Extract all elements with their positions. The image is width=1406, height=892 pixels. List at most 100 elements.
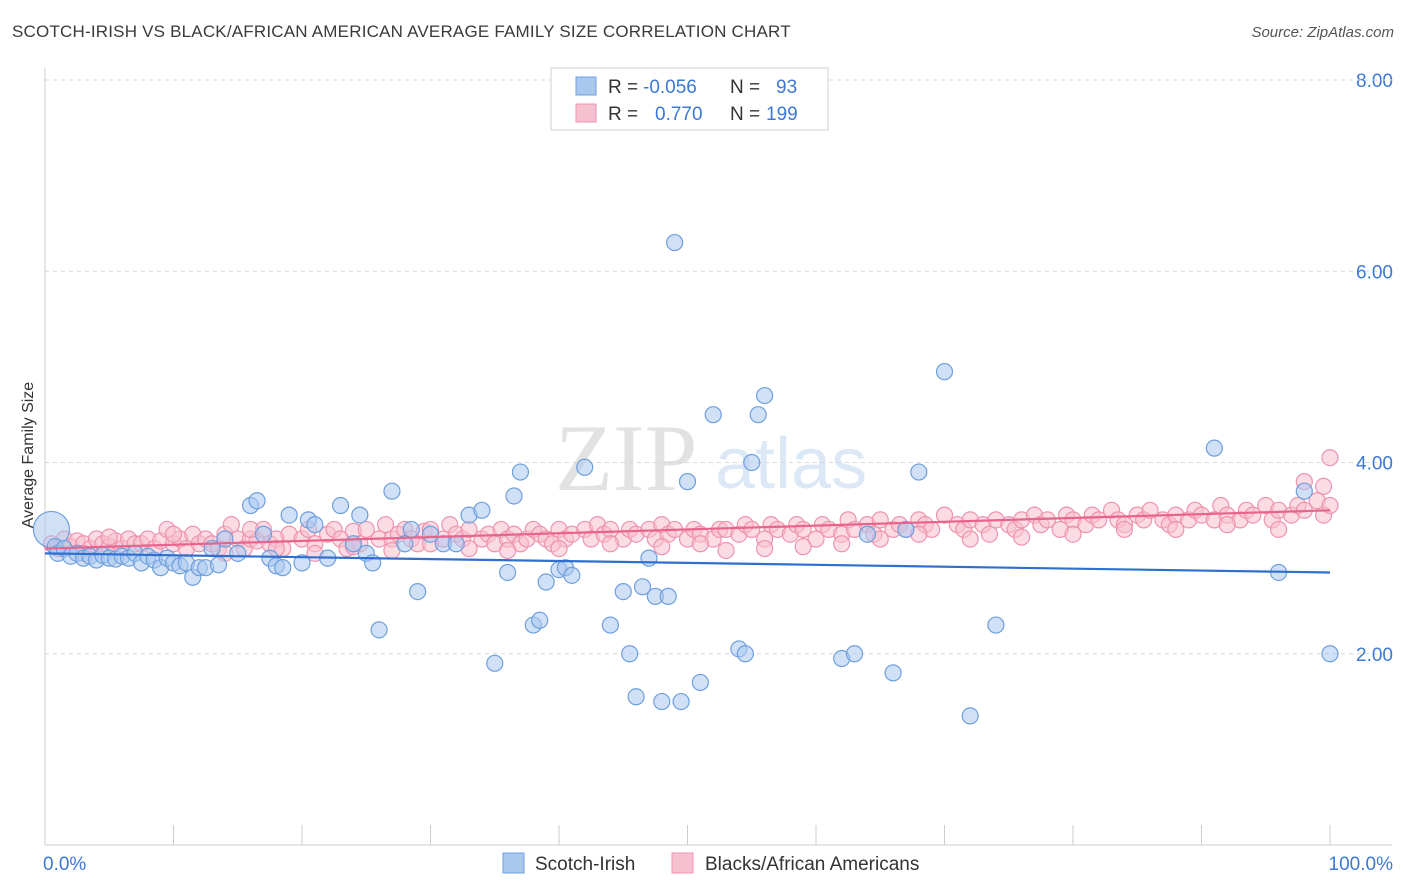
- legend-r-label-1: R =: [608, 77, 638, 98]
- pink-data-point: [755, 539, 774, 558]
- blue-data-point: [704, 406, 722, 424]
- pink-data-point: [376, 516, 395, 534]
- pink-data-point: [1012, 528, 1031, 546]
- blue-data-point: [755, 386, 774, 405]
- gridlines: 2.00 4.00 6.00 8.00: [45, 71, 1393, 666]
- blue-data-point: [691, 673, 709, 692]
- pink-data-point: [164, 525, 183, 543]
- blue-data-point: [633, 578, 652, 596]
- blue-data-point: [370, 621, 388, 639]
- pink-data-point: [1269, 520, 1288, 539]
- blue-data-point: [627, 688, 645, 706]
- blue-data-point: [409, 582, 427, 601]
- y-tick-label: 4.00: [1356, 454, 1393, 475]
- blue-data-point: [274, 559, 292, 577]
- blue-data-point: [858, 525, 877, 543]
- bottom-legend: Scotch-Irish Blacks/African Americans: [502, 852, 919, 875]
- blue-data-point: [736, 645, 754, 663]
- blue-data-point: [576, 458, 594, 476]
- blue-data-point: [961, 707, 979, 725]
- pink-data-point: [1115, 520, 1134, 539]
- blue-data-point: [499, 563, 517, 582]
- blue-data-point: [216, 530, 234, 548]
- pink-data-point: [807, 530, 825, 548]
- blue-data-point: [511, 463, 530, 481]
- pink-data-point: [601, 535, 620, 553]
- pink-data-point: [1090, 511, 1108, 529]
- blue-data-point: [640, 549, 658, 567]
- pink-data-point: [717, 541, 735, 560]
- pink-trend-line: [44, 509, 1331, 550]
- legend-r-value-1: -0.056: [643, 77, 697, 98]
- blue-data-point: [666, 233, 684, 252]
- blue-data-point: [884, 664, 902, 682]
- pink-data-point: [833, 535, 851, 553]
- pink-data-point: [935, 506, 954, 524]
- blue-data-point: [383, 482, 401, 500]
- blue-data-point: [537, 573, 555, 591]
- pink-data-point: [653, 538, 671, 556]
- watermark-atlas: atlas: [715, 424, 867, 504]
- y-tick-label: 6.00: [1356, 262, 1393, 283]
- blue-data-point: [447, 535, 465, 553]
- pink-data-point: [1218, 516, 1236, 534]
- source-label: Source: ZipAtlas.com: [1251, 24, 1394, 41]
- y-tick-label: 8.00: [1356, 71, 1393, 92]
- y-axis-label: Average Family Size: [20, 382, 37, 529]
- chart-title: SCOTCH-IRISH VS BLACK/AFRICAN AMERICAN A…: [12, 22, 791, 41]
- blue-data-point: [396, 535, 414, 553]
- pink-data-point: [100, 528, 118, 546]
- pink-data-point: [980, 525, 999, 543]
- blue-data-point: [402, 520, 420, 539]
- blue-data-point: [1295, 482, 1313, 500]
- watermark: ZIP atlas: [555, 405, 867, 511]
- legend-swatch-blue: [575, 76, 597, 96]
- blue-trend-line: [44, 552, 1331, 574]
- blue-data-point: [306, 516, 324, 534]
- blue-data-point: [1321, 645, 1339, 663]
- blue-data-point: [614, 582, 632, 601]
- blue-data-point: [331, 496, 350, 515]
- blue-data-point: [505, 487, 523, 505]
- blue-data-point: [749, 406, 767, 424]
- legend-n-value-2: 199: [766, 104, 798, 125]
- bottom-legend-swatch-pink: [671, 852, 694, 874]
- legend-n-label-2: N =: [730, 104, 760, 125]
- trend-lines: [44, 509, 1331, 574]
- blue-data-point: [672, 692, 690, 711]
- pink-data-point: [357, 520, 375, 539]
- pink-data-point: [1321, 449, 1339, 467]
- blue-data-point: [601, 616, 620, 634]
- pink-data-point: [961, 530, 979, 548]
- pink-data-point: [1244, 506, 1262, 524]
- x-tick-label-max: 100.0%: [1329, 854, 1394, 875]
- blue-data-point: [743, 453, 761, 472]
- blue-data-point: [845, 645, 864, 663]
- pink-data-point: [550, 539, 568, 558]
- legend-r-value-2: 0.770: [655, 104, 703, 125]
- blue-data-point: [659, 587, 677, 605]
- blue-data-point: [678, 473, 697, 491]
- watermark-zip: ZIP: [555, 405, 698, 511]
- blue-series-points: [32, 233, 1339, 725]
- pink-data-point: [222, 516, 240, 534]
- blue-data-point: [248, 492, 266, 510]
- legend-swatch-pink: [575, 103, 597, 123]
- blue-data-point: [473, 501, 491, 519]
- y-tick-label: 2.00: [1356, 645, 1393, 666]
- blue-data-point: [653, 692, 671, 711]
- blue-data-point: [486, 654, 504, 672]
- blue-data-point: [935, 363, 954, 381]
- legend-box: R = -0.056 N = 93 R = 0.770 N = 199: [550, 67, 829, 131]
- legend-frame: [550, 67, 829, 131]
- pink-data-point: [743, 520, 761, 539]
- legend-n-label-1: N =: [730, 77, 760, 98]
- blue-data-point: [987, 616, 1005, 634]
- blue-data-point: [229, 544, 247, 562]
- pink-data-point: [1167, 520, 1185, 539]
- pink-data-point: [794, 538, 812, 556]
- blue-data-point: [1205, 439, 1223, 457]
- axes: [44, 68, 1392, 846]
- blue-data-point: [280, 506, 298, 524]
